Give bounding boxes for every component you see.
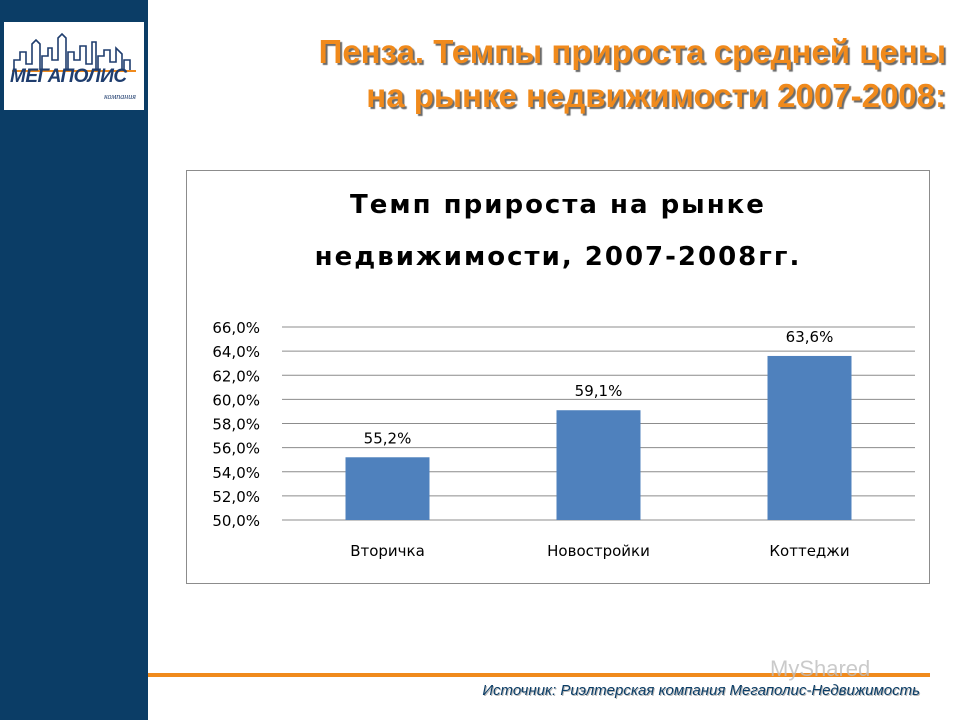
bar (345, 457, 430, 520)
chart-title-line2: недвижимости, 2007-2008гг. (315, 242, 802, 272)
y-tick-label: 52,0% (212, 488, 260, 506)
chart-panel: Темп прироста на рынке недвижимости, 200… (186, 170, 930, 584)
slide-title: Пенза. Темпы прироста средней цены на ры… (190, 30, 946, 118)
logo-subtitle: компания (104, 92, 136, 101)
data-label: 59,1% (575, 382, 623, 400)
y-tick-label: 64,0% (212, 343, 260, 361)
y-tick-label: 66,0% (212, 319, 260, 337)
footer-divider (148, 673, 930, 677)
bar (767, 355, 852, 520)
y-tick-label: 58,0% (212, 416, 260, 434)
chart-title-line1: Темп прироста на рынке (350, 190, 766, 220)
sidebar-band (0, 0, 148, 720)
y-tick-label: 62,0% (212, 367, 260, 385)
company-logo: МЕГАПОЛИС компания (4, 22, 144, 110)
bars (345, 355, 852, 520)
y-tick-label: 50,0% (212, 512, 260, 530)
logo-wordmark: МЕГАПОЛИС (10, 66, 127, 87)
y-tick-label: 56,0% (212, 440, 260, 458)
bar-chart: Темп прироста на рынке недвижимости, 200… (212, 190, 915, 560)
x-tick-label: Коттеджи (769, 542, 849, 560)
bar (556, 410, 641, 520)
data-label: 55,2% (364, 429, 412, 447)
y-axis-ticks: 50,0% 52,0% 54,0% 56,0% 58,0% 60,0% 62,0% 64,0%… (212, 319, 260, 530)
city-skyline-icon (12, 32, 136, 72)
y-tick-label: 60,0% (212, 391, 260, 409)
source-caption: Источник: Риэлтерская компания Мегаполис… (482, 682, 920, 699)
data-label: 63,6% (786, 328, 834, 346)
slide-title-line1: Пенза. Темпы прироста средней цены (318, 33, 946, 70)
y-tick-label: 54,0% (212, 464, 260, 482)
x-tick-label: Вторичка (350, 542, 425, 560)
slide-title-line2: на рынке недвижимости 2007-2008: (366, 77, 946, 114)
watermark-text: MyShared (770, 656, 871, 681)
x-axis-ticks: Вторичка Новостройки Коттеджи (350, 542, 849, 560)
data-labels: 55,2% 59,1% 63,6% (364, 328, 834, 447)
x-tick-label: Новостройки (547, 542, 650, 560)
